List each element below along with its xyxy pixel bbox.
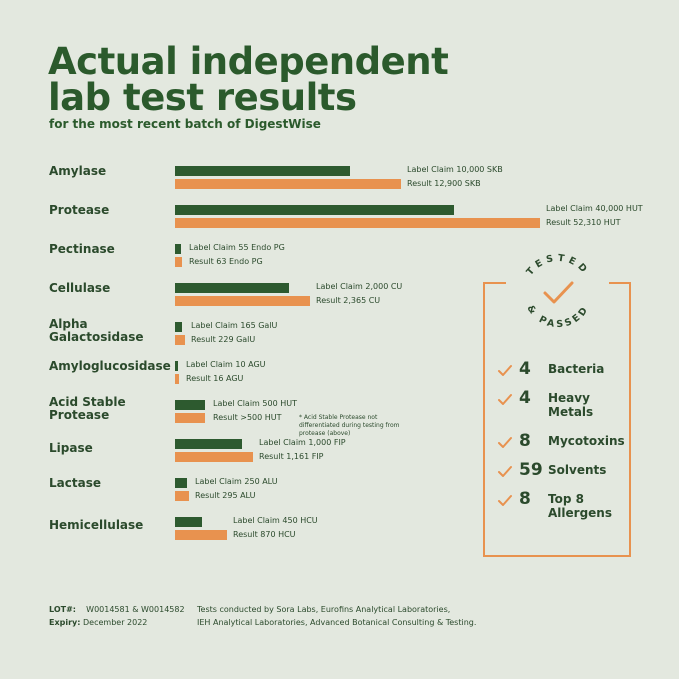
label-claim-bar <box>175 322 182 332</box>
test-count: 4 <box>519 359 531 379</box>
label-claim-bar <box>175 478 187 488</box>
check-icon <box>498 437 512 448</box>
lot-info: LOT#: W0014581 & W0014582 Expiry: Decemb… <box>49 603 185 629</box>
seal-bottom-text: & PASSED <box>524 303 588 330</box>
label-claim-text: Label Claim 500 HUT <box>213 399 297 408</box>
page-title: Actual independent lab test results <box>48 43 449 119</box>
expiry-label: Expiry: <box>49 618 81 627</box>
label-claim-bar <box>175 283 289 293</box>
result-bar <box>175 218 540 228</box>
label-claim-bar <box>175 166 350 176</box>
result-bar <box>175 491 189 501</box>
label-claim-text: Label Claim 450 HCU <box>233 516 318 525</box>
result-text: Result >500 HUT <box>213 413 282 422</box>
test-count: 59 <box>519 460 543 480</box>
svg-text:TESTED: TESTED <box>525 253 592 278</box>
tested-passed-frame <box>483 282 631 557</box>
result-text: Result 2,365 CU <box>316 296 381 305</box>
check-icon <box>498 495 512 506</box>
test-count: 8 <box>519 489 531 509</box>
result-bar <box>175 413 205 423</box>
label-claim-bar <box>175 361 178 371</box>
check-icon <box>498 394 512 405</box>
lot-value: W0014581 & W0014582 <box>86 605 185 614</box>
enzyme-name: Acid Stable Protease <box>49 395 126 422</box>
enzyme-name: Alpha Galactosidase <box>49 317 144 344</box>
test-count: 8 <box>519 431 531 451</box>
enzyme-name: Amyloglucosidase <box>49 359 171 373</box>
page-subtitle: for the most recent batch of DigestWise <box>49 117 321 131</box>
label-claim-text: Label Claim 1,000 FIP <box>259 438 346 447</box>
label-claim-bar <box>175 205 454 215</box>
enzyme-name: Cellulase <box>49 281 111 295</box>
label-claim-text: Label Claim 165 GalU <box>191 321 278 330</box>
test-name: Bacteria <box>548 362 605 376</box>
test-name: Heavy Metals <box>548 391 594 419</box>
tested-passed-seal: TESTED & PASSED <box>524 253 592 331</box>
result-bar <box>175 179 401 189</box>
test-name: Solvents <box>548 463 607 477</box>
footnote-text: * Acid Stable Protease not differentiate… <box>299 414 400 437</box>
labs-info: Tests conducted by Sora Labs, Eurofins A… <box>197 603 476 629</box>
label-claim-text: Label Claim 250 ALU <box>195 477 278 486</box>
labs-line-1: Tests conducted by Sora Labs, Eurofins A… <box>197 605 451 614</box>
enzyme-name: Lipase <box>49 441 93 455</box>
result-bar <box>175 335 185 345</box>
labs-line-2: IEH Analytical Laboratories, Advanced Bo… <box>197 618 477 627</box>
check-icon <box>498 365 512 376</box>
enzyme-name: Amylase <box>49 164 107 178</box>
label-claim-text: Label Claim 2,000 CU <box>316 282 403 291</box>
expiry-value: December 2022 <box>83 618 148 627</box>
badge-frame-top-right <box>609 282 631 284</box>
result-bar <box>175 296 310 306</box>
label-claim-text: Label Claim 10,000 SKB <box>407 165 503 174</box>
test-name: Mycotoxins <box>548 434 625 448</box>
result-text: Result 16 AGU <box>186 374 244 383</box>
result-text: Result 229 GalU <box>191 335 256 344</box>
check-icon <box>498 466 512 477</box>
result-text: Result 63 Endo PG <box>189 257 263 266</box>
enzyme-name: Pectinase <box>49 242 115 256</box>
enzyme-name: Lactase <box>49 476 101 490</box>
seal-check-icon <box>543 281 574 304</box>
label-claim-bar <box>175 400 205 410</box>
result-bar <box>175 452 253 462</box>
result-bar <box>175 257 182 267</box>
label-claim-bar <box>175 439 242 449</box>
label-claim-text: Label Claim 40,000 HUT <box>546 204 643 213</box>
svg-text:& PASSED: & PASSED <box>524 303 591 330</box>
result-text: Result 12,900 SKB <box>407 179 481 188</box>
result-bar <box>175 374 179 384</box>
label-claim-text: Label Claim 55 Endo PG <box>189 243 285 252</box>
label-claim-bar <box>175 244 181 254</box>
result-text: Result 52,310 HUT <box>546 218 621 227</box>
label-claim-text: Label Claim 10 AGU <box>186 360 266 369</box>
result-text: Result 1,161 FIP <box>259 452 324 461</box>
title-line-2: lab test results <box>48 76 357 119</box>
test-name: Top 8 Allergens <box>548 492 612 520</box>
badge-frame-top-left <box>483 282 506 284</box>
enzyme-name: Hemicellulase <box>49 518 144 532</box>
seal-top-text: TESTED <box>525 253 588 278</box>
label-claim-bar <box>175 517 202 527</box>
result-text: Result 870 HCU <box>233 530 296 539</box>
lot-label: LOT#: <box>49 605 76 614</box>
title-line-1: Actual independent <box>48 40 449 83</box>
enzyme-name: Protease <box>49 203 110 217</box>
result-text: Result 295 ALU <box>195 491 256 500</box>
test-count: 4 <box>519 388 531 408</box>
result-bar <box>175 530 227 540</box>
